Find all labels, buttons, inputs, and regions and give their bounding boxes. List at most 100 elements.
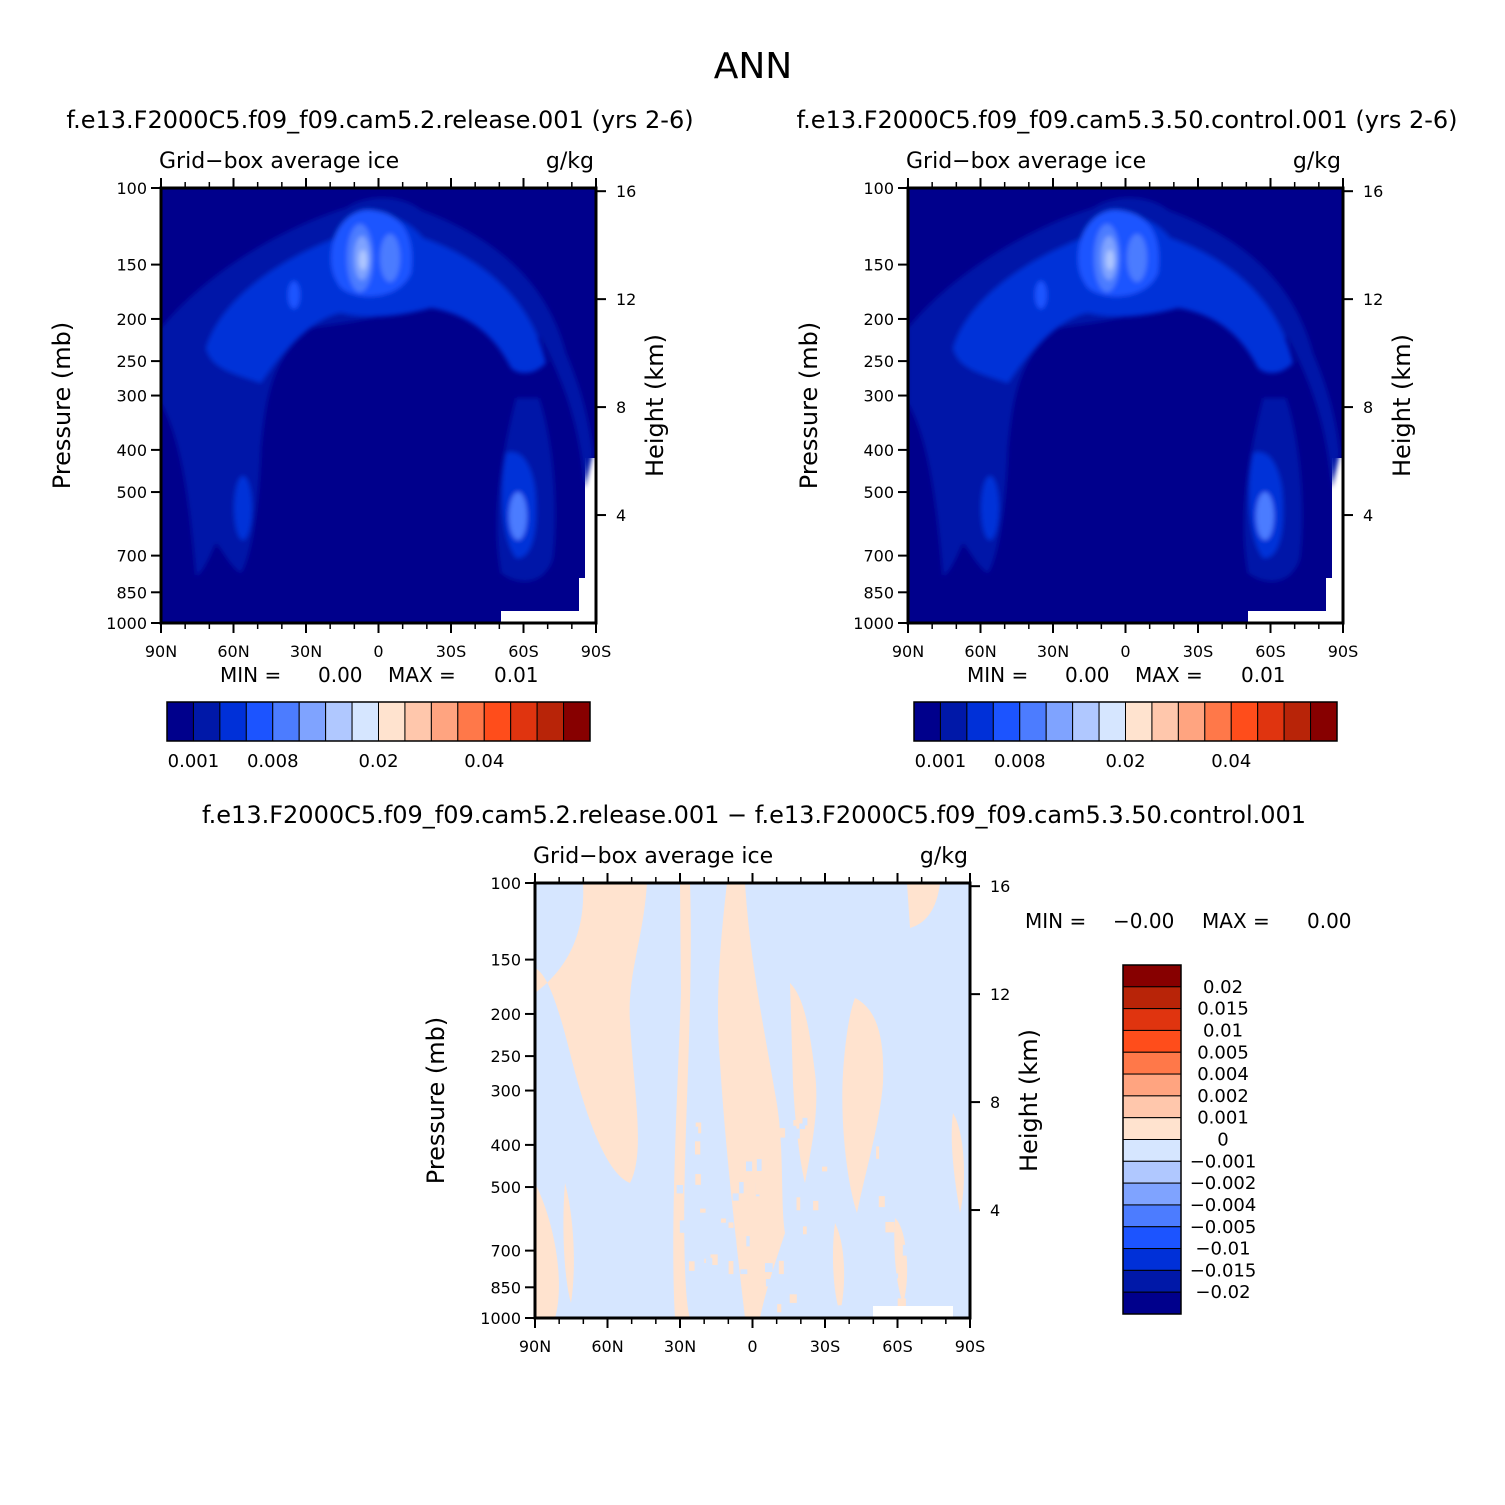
- y-tick-label: 850: [490, 1278, 521, 1297]
- colorbar-label: 0.001: [1197, 1108, 1249, 1129]
- colorbar-box: [939, 701, 968, 742]
- y-axis-label: Pressure (mb): [795, 322, 823, 489]
- colorbar-box: [536, 701, 565, 742]
- colorbar-box: [1122, 1139, 1182, 1162]
- ice-lobe-south-max: [509, 492, 527, 540]
- diff-noise-cell: [787, 1225, 792, 1232]
- diff-noise-cell: [777, 1304, 782, 1313]
- y-tick-label: 300: [116, 387, 147, 406]
- y-tick-label: 300: [490, 1082, 521, 1101]
- diff-noise-cell: [778, 1260, 784, 1275]
- diff-noise-cell: [765, 1250, 773, 1257]
- diff-noise-cell: [746, 1161, 753, 1172]
- x-tick-label: 60N: [591, 1337, 623, 1356]
- diff-noise-cell: [897, 1298, 906, 1310]
- ice-core-right: [380, 234, 400, 282]
- colorbar-box: [1122, 1095, 1182, 1119]
- diff-noise-cell: [705, 1257, 713, 1272]
- colorbar-box: [166, 701, 194, 742]
- colorbar-box: [1019, 701, 1047, 742]
- x-tick-label: 30S: [810, 1337, 841, 1356]
- min-value: 0.00: [1065, 663, 1110, 687]
- diff-noise-cell: [710, 1254, 718, 1265]
- diff-noise-cell: [809, 1245, 816, 1251]
- colorbar-box: [1122, 1269, 1182, 1293]
- x-tick-label: 60S: [882, 1337, 913, 1356]
- colorbar-box: [1122, 1051, 1182, 1075]
- y-axis-label: Pressure (mb): [422, 1017, 450, 1184]
- y2-tick-label: 12: [990, 985, 1010, 1004]
- diff-noise-cell: [845, 1218, 853, 1229]
- x-tick-label: 60S: [508, 642, 539, 661]
- diff-noise-cell: [793, 1120, 799, 1126]
- x-tick-label: 90S: [581, 642, 612, 661]
- colorbar-box: [1122, 1248, 1182, 1271]
- colorbar-box: [1122, 1182, 1182, 1206]
- diff-noise-cell: [802, 1117, 808, 1126]
- diff-positive-region: [673, 883, 691, 1318]
- colorbar-box: [1125, 701, 1153, 742]
- x-tick-label: 90S: [955, 1337, 986, 1356]
- y-tick-label: 150: [863, 256, 894, 275]
- ice-patch: [1035, 281, 1047, 309]
- colorbar-box: [1177, 701, 1206, 742]
- diff-noise-cell: [739, 1182, 744, 1194]
- panels: f.e13.F2000C5.f09_f09.cam5.2.release.001…: [48, 106, 1458, 1356]
- diff-noise-cell: [729, 1247, 733, 1257]
- colorbar-label: 0.001: [915, 751, 967, 772]
- diff-positive-region: [832, 1223, 845, 1313]
- colorbar-label: −0.002: [1190, 1173, 1257, 1194]
- y2-tick-label: 12: [616, 290, 636, 309]
- colorbar-box: [1122, 986, 1182, 1010]
- diff-noise-cell: [746, 1236, 750, 1247]
- diff-positive-region: [535, 883, 647, 1183]
- diff-noise-cell: [728, 1222, 734, 1228]
- max-value: 0.01: [1241, 663, 1286, 687]
- max-label: MAX =: [1135, 663, 1203, 687]
- y-tick-label: 250: [116, 352, 147, 371]
- panel-title: f.e13.F2000C5.f09_f09.cam5.2.release.001…: [66, 106, 693, 134]
- y2-tick-label: 8: [990, 1093, 1000, 1112]
- ice-level-3: [953, 215, 1293, 383]
- page-title: ANN: [714, 46, 793, 87]
- diff-noise-cell: [803, 1226, 807, 1235]
- diff-noise-cell: [796, 1197, 801, 1211]
- max-label: MAX =: [388, 663, 456, 687]
- y-tick-label: 700: [116, 547, 147, 566]
- panel-subtitle-left: Grid−box average ice: [533, 844, 773, 869]
- colorbar-label: 0.04: [464, 751, 504, 772]
- diff-noise-cell: [740, 1269, 748, 1275]
- max-label: MAX =: [1202, 909, 1270, 933]
- colorbar-box: [966, 701, 994, 742]
- y2-axis-label: Height (km): [641, 334, 669, 477]
- diff-noise-cell: [700, 1208, 706, 1213]
- colorbar-box: [457, 701, 485, 742]
- diff-noise-cell: [755, 1182, 765, 1195]
- diff-noise-cell: [867, 1203, 874, 1210]
- colorbar-label: 0: [1217, 1130, 1228, 1151]
- panel-units: g/kg: [920, 844, 968, 869]
- x-tick-label: 30S: [1183, 642, 1214, 661]
- colorbar-box: [298, 701, 327, 742]
- diff-noise-cell: [791, 1128, 800, 1139]
- diff-noise-cell: [822, 1166, 828, 1172]
- colorbar-box: [563, 701, 591, 742]
- y2-tick-label: 16: [990, 877, 1010, 896]
- y-tick-label: 300: [863, 387, 894, 406]
- diff-positive-region: [535, 1183, 559, 1318]
- y-tick-label: 400: [490, 1136, 521, 1155]
- colorbar-box: [1122, 1204, 1182, 1228]
- colorbar-box: [192, 701, 221, 742]
- colorbar-label: 0.005: [1197, 1042, 1249, 1063]
- colorbar-label: 0.02: [1203, 977, 1243, 998]
- diff-noise-cell: [878, 1196, 885, 1208]
- missing-data-region: [873, 1306, 953, 1318]
- y2-tick-label: 8: [616, 398, 626, 417]
- colorbar-box: [1122, 1073, 1182, 1097]
- diff-noise-cell: [876, 1146, 880, 1159]
- panel-units: g/kg: [1293, 149, 1341, 174]
- colorbar-label: 0.004: [1197, 1064, 1249, 1085]
- x-tick-label: 30S: [436, 642, 467, 661]
- diff-noise-cell: [756, 1159, 762, 1171]
- ice-core-max: [359, 250, 367, 270]
